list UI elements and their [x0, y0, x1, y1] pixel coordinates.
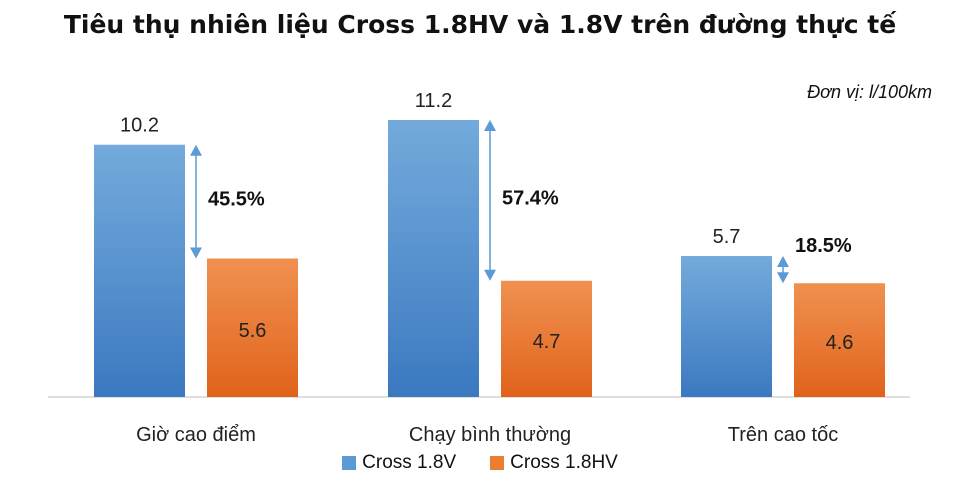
- legend-label-cross-18v: Cross 1.8V: [362, 452, 457, 473]
- difference-arrow-up-2: [777, 256, 789, 268]
- category-label-1: Chạy bình thường: [409, 424, 571, 446]
- category-label-0: Giờ cao điểm: [136, 424, 256, 446]
- legend-item-cross-18v: Cross 1.8V: [342, 452, 456, 474]
- legend-label-cross-18hv: Cross 1.8HV: [510, 452, 618, 473]
- value-label-cross-18v-2: 5.7: [713, 226, 741, 248]
- difference-arrow-up-0: [190, 144, 202, 156]
- legend: Cross 1.8V Cross 1.8HV: [0, 452, 960, 474]
- value-label-cross-18v-1: 11.2: [415, 90, 452, 112]
- difference-label-2: 18.5%: [795, 235, 852, 257]
- difference-arrow-down-1: [484, 269, 496, 281]
- value-label-cross-18hv-2: 4.6: [826, 332, 854, 354]
- category-label-2: Trên cao tốc: [728, 424, 838, 446]
- value-label-cross-18hv-1: 4.7: [533, 331, 561, 353]
- legend-item-cross-18hv: Cross 1.8HV: [490, 452, 618, 474]
- value-label-cross-18hv-0: 5.6: [239, 320, 267, 342]
- chart-title: Tiêu thụ nhiên liệu Cross 1.8HV và 1.8V …: [63, 10, 897, 39]
- difference-arrow-down-2: [777, 272, 789, 284]
- unit-note: Đơn vị: l/100km: [807, 82, 932, 102]
- difference-label-0: 45.5%: [208, 189, 265, 211]
- difference-arrow-up-1: [484, 120, 496, 131]
- legend-swatch-cross-18v: [342, 456, 357, 470]
- bar-cross-18v-0: [94, 144, 185, 397]
- difference-arrow-down-0: [190, 247, 202, 259]
- bar-cross-18hv-1: [501, 280, 592, 397]
- bar-cross-18hv-2: [794, 283, 885, 397]
- legend-swatch-cross-18hv: [490, 456, 505, 470]
- bar-cross-18hv-0: [207, 258, 298, 397]
- bar-cross-18v-1: [388, 120, 479, 397]
- value-label-cross-18v-0: 10.2: [120, 115, 159, 137]
- bar-cross-18v-2: [681, 256, 772, 397]
- difference-label-1: 57.4%: [502, 187, 559, 209]
